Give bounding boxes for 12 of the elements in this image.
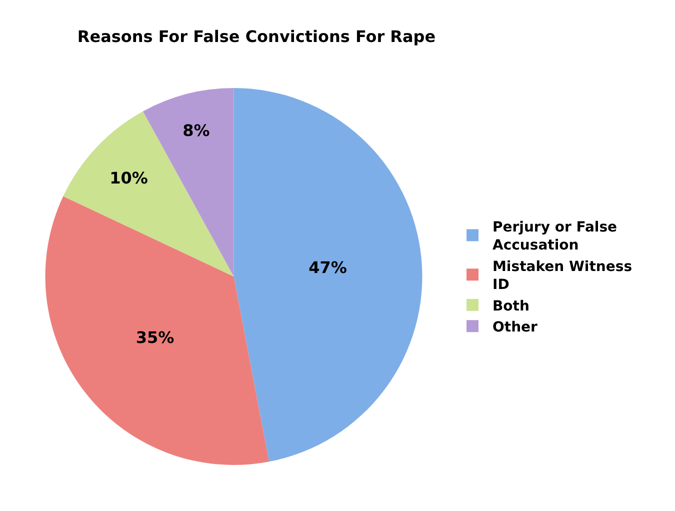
data-label: 35% xyxy=(136,328,174,348)
legend-label: Mistaken Witness ID xyxy=(492,258,632,294)
data-label: 8% xyxy=(182,120,210,140)
legend-label: Both xyxy=(492,298,530,314)
pie-slice xyxy=(46,196,270,465)
pie-slice xyxy=(63,111,234,276)
legend-label: Perjury or False Accusation xyxy=(492,220,618,254)
data-label: 47% xyxy=(308,258,347,278)
legend-label: Other xyxy=(492,320,538,336)
data-label: 10% xyxy=(110,168,148,188)
chart-title: Reasons For False Convictions For Rape xyxy=(77,26,436,46)
pie-slice xyxy=(234,88,422,462)
